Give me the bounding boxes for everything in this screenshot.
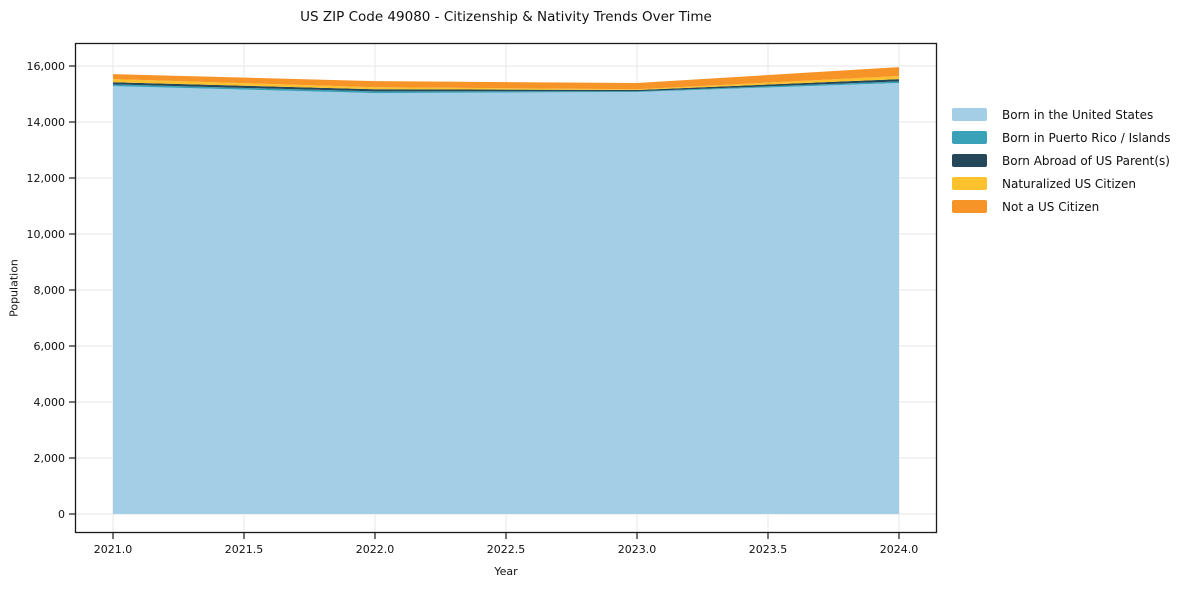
y-tick-label: 16,000	[27, 60, 66, 73]
area-series	[113, 67, 899, 90]
y-tick-label: 8,000	[34, 284, 66, 297]
legend-item: Born Abroad of US Parent(s)	[952, 149, 1171, 172]
y-axis-label: Population	[7, 259, 21, 317]
legend-swatch	[952, 154, 987, 167]
x-tick-label: 2021.5	[225, 543, 264, 556]
y-tick-label: 2,000	[34, 452, 66, 465]
stacked-areas	[113, 67, 899, 514]
legend-label: Born in the United States	[1002, 107, 1154, 122]
y-tick-label: 12,000	[27, 172, 66, 185]
y-tick-label: 6,000	[34, 340, 66, 353]
legend-item: Naturalized US Citizen	[952, 172, 1171, 195]
area-series	[113, 81, 899, 94]
legend-label: Born in Puerto Rico / Islands	[1002, 130, 1171, 145]
x-tick-label: 2021.0	[94, 543, 133, 556]
legend-swatch	[952, 200, 987, 213]
x-tick-label: 2022.0	[356, 543, 395, 556]
legend-item: Not a US Citizen	[952, 195, 1171, 218]
x-axis-label: Year	[494, 565, 518, 578]
plot-border	[74, 42, 938, 534]
legend-item: Born in Puerto Rico / Islands	[952, 126, 1171, 149]
legend-label: Born Abroad of US Parent(s)	[1002, 153, 1170, 168]
legend-label: Naturalized US Citizen	[1002, 176, 1136, 191]
y-tick-label: 4,000	[34, 396, 66, 409]
tick-marks	[69, 65, 900, 539]
chart-title: US ZIP Code 49080 - Citizenship & Nativi…	[300, 9, 712, 25]
area-series	[113, 83, 899, 514]
area-series	[113, 79, 899, 92]
x-tick-label: 2023.5	[749, 543, 788, 556]
x-tick-label: 2024.0	[880, 543, 919, 556]
x-tick-label: 2023.0	[618, 543, 657, 556]
y-tick-label: 14,000	[27, 116, 66, 129]
tick-labels: 0 2,000 4,000 6,000 8,000 10,000 12,000 14,000 1…	[27, 60, 919, 556]
y-tick-label: 0	[58, 508, 65, 521]
x-tick-label: 2022.5	[487, 543, 526, 556]
legend-swatch	[952, 177, 987, 190]
legend-swatch	[952, 108, 987, 121]
area-series	[113, 76, 899, 90]
legend-label: Not a US Citizen	[1002, 199, 1100, 214]
legend-item: Born in the United States	[952, 103, 1171, 126]
y-tick-label: 10,000	[27, 228, 66, 241]
legend-swatch	[952, 131, 987, 144]
legend: Born in the United States Born in Puerto …	[952, 103, 1171, 218]
